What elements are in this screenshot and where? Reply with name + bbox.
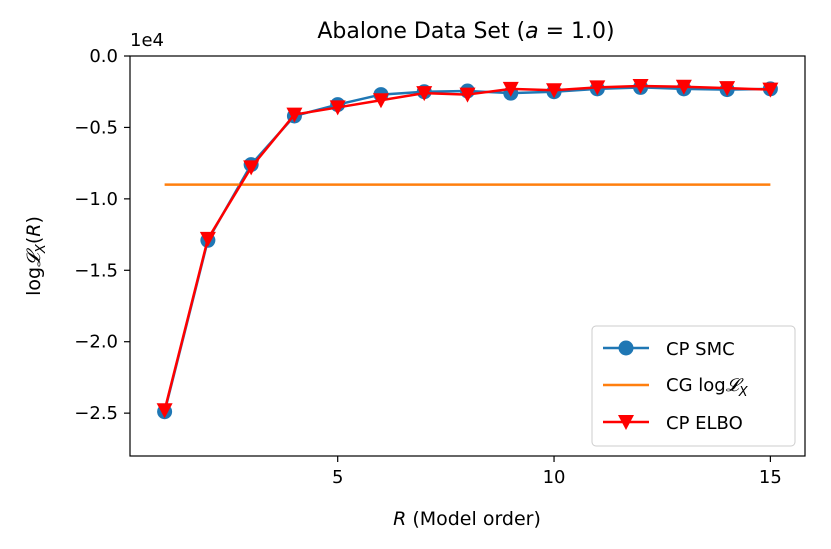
axis-ticks: 5 10 15 0.0 −0.5 −1.0 −1.5 −2.0 −2.5 bbox=[74, 46, 782, 488]
y-tick-label: −0.5 bbox=[74, 117, 118, 138]
data-point-cp-elbo bbox=[719, 81, 736, 97]
data-point-cp-elbo bbox=[762, 82, 779, 98]
data-point-cp-elbo bbox=[632, 79, 649, 94]
chart-title: Abalone Data Set (a = 1.0) bbox=[317, 19, 614, 44]
legend-entry-cp-smc: CP SMC bbox=[603, 339, 735, 360]
data-point-cp-elbo bbox=[502, 81, 519, 97]
plot-frame bbox=[129, 55, 806, 457]
y-tick-label: 0.0 bbox=[89, 46, 118, 67]
legend-marker-cp-elbo bbox=[618, 415, 634, 430]
legend-box bbox=[591, 325, 796, 447]
legend-entry-cp-elbo: CP ELBO bbox=[603, 413, 743, 434]
data-point-cp-elbo bbox=[372, 93, 389, 109]
x-tick-label: 15 bbox=[759, 467, 782, 488]
data-point-cp-elbo bbox=[589, 80, 606, 96]
x-axis-label: R (Model order) bbox=[393, 508, 541, 530]
legend-label-cp-elbo: CP ELBO bbox=[666, 413, 743, 434]
y-axis-label: log𝓛X(R) bbox=[23, 216, 49, 296]
legend-marker-cp-smc bbox=[618, 340, 634, 356]
y-tick-label: −2.0 bbox=[74, 332, 118, 353]
data-point-cp-elbo bbox=[243, 160, 260, 176]
y-offset-label: 1e4 bbox=[130, 30, 164, 51]
legend-label-cp-smc: CP SMC bbox=[666, 339, 735, 360]
y-tick-label: −1.5 bbox=[74, 260, 118, 281]
data-point-cp-elbo bbox=[286, 107, 303, 123]
data-point-cp-elbo bbox=[546, 83, 563, 99]
data-point-cp-elbo bbox=[459, 87, 476, 103]
series-layer bbox=[156, 79, 779, 420]
data-point-cp-elbo bbox=[675, 79, 692, 95]
x-tick-label: 10 bbox=[543, 467, 566, 488]
x-tick-label: 5 bbox=[332, 467, 343, 488]
legend: CP SMC CG log𝓛X CP ELBO bbox=[591, 325, 796, 447]
y-tick-label: −2.5 bbox=[74, 403, 118, 424]
data-point-cp-elbo bbox=[329, 100, 346, 116]
data-point-cp-elbo bbox=[416, 86, 433, 102]
data-point-cp-elbo bbox=[199, 231, 216, 247]
y-tick-label: −1.0 bbox=[74, 189, 118, 210]
data-point-cp-elbo bbox=[156, 403, 173, 419]
